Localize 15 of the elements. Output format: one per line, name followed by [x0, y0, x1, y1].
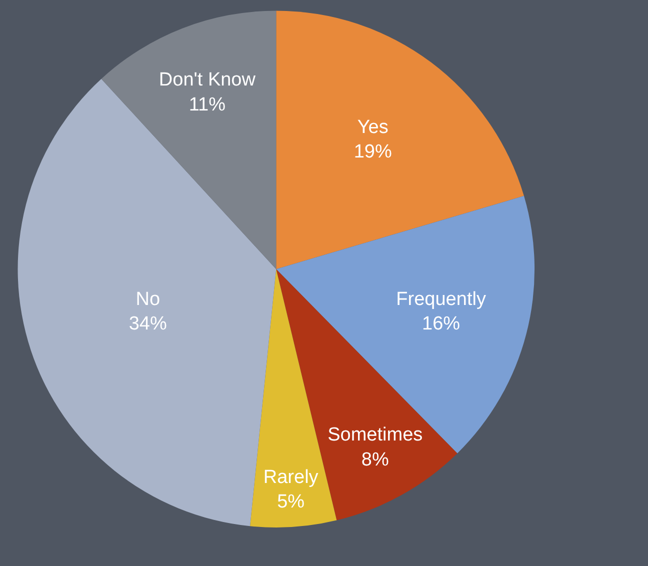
slice-label: Yes	[357, 116, 388, 138]
pie-slice	[101, 10, 276, 270]
slice-label: Rarely	[263, 466, 319, 488]
slice-label: No	[136, 288, 160, 310]
slice-label: Sometimes	[328, 424, 423, 446]
pie-slice	[276, 196, 534, 454]
data-label: 16%	[422, 314, 460, 335]
pie-slice	[276, 10, 524, 270]
data-label: 19%	[354, 141, 392, 162]
data-label: 11%	[188, 94, 226, 116]
data-label: 34%	[128, 314, 167, 335]
data-label: 5%	[277, 492, 305, 513]
slice-label: Frequently	[396, 289, 486, 310]
data-label: 8%	[361, 449, 389, 470]
slice-label: Don't Know	[158, 70, 256, 91]
